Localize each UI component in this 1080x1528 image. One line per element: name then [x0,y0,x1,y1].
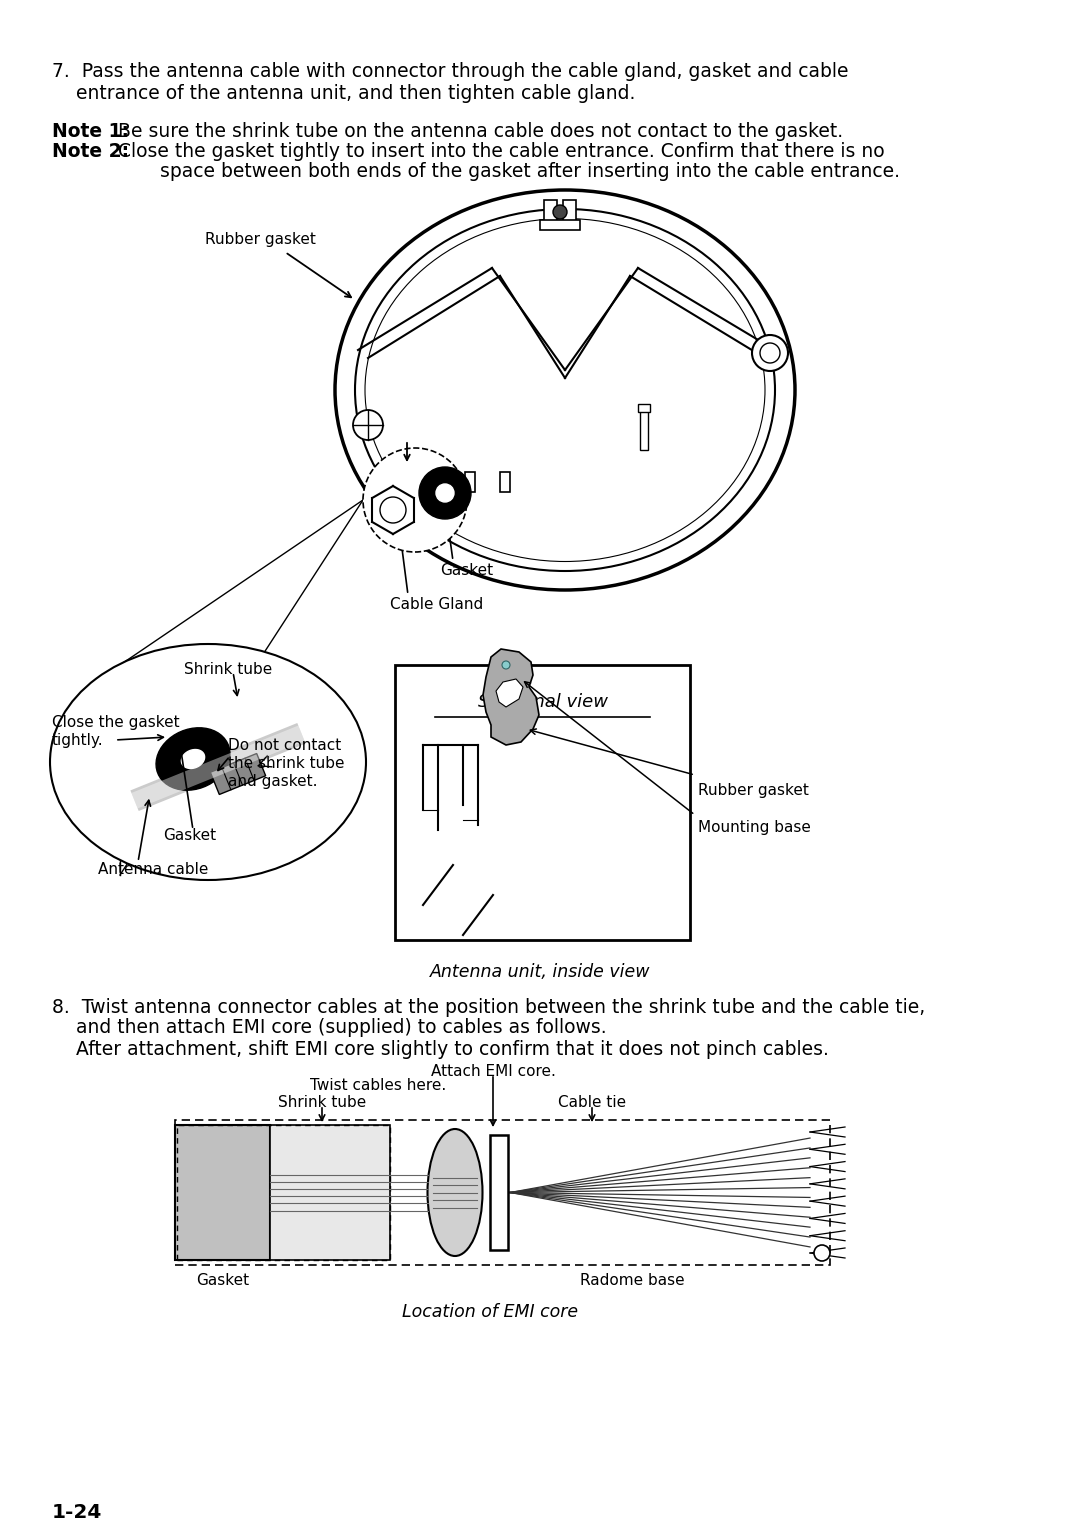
Text: Be sure the shrink tube on the antenna cable does not contact to the gasket.: Be sure the shrink tube on the antenna c… [112,122,843,141]
Bar [175,1125,270,1261]
Text: Twist cables here.: Twist cables here. [310,1077,446,1093]
Text: Cable Gland: Cable Gland [390,597,483,613]
Text: Note 1:: Note 1: [52,122,129,141]
Circle shape [380,497,406,523]
Text: the shrink tube: the shrink tube [228,756,345,772]
Circle shape [814,1245,831,1261]
Text: space between both ends of the gasket after inserting into the cable entrance.: space between both ends of the gasket af… [112,162,900,180]
Polygon shape [156,727,230,790]
Text: Radome base: Radome base [580,1273,685,1288]
Circle shape [553,205,567,219]
Text: entrance of the antenna unit, and then tighten cable gland.: entrance of the antenna unit, and then t… [52,84,635,102]
Ellipse shape [365,219,765,561]
Circle shape [752,335,788,371]
Polygon shape [483,649,539,746]
Bar [270,1125,390,1261]
Text: Gasket: Gasket [195,1273,249,1288]
Text: Shrink tube: Shrink tube [184,662,272,677]
Text: tightly.: tightly. [52,733,104,749]
Ellipse shape [355,209,775,571]
Text: Gasket: Gasket [163,828,216,843]
Bar [563,200,576,222]
Text: Antenna unit, inside view: Antenna unit, inside view [430,963,650,981]
Text: Location of EMI core: Location of EMI core [402,1303,578,1322]
Bar [640,410,648,451]
Text: and gasket.: and gasket. [228,775,318,788]
Bar [177,1125,390,1261]
Bar [395,665,690,940]
Text: Sectional view: Sectional view [477,694,607,711]
Bar [500,472,510,492]
Text: Close the gasket: Close the gasket [52,715,179,730]
Circle shape [502,662,510,669]
Bar [490,1135,508,1250]
Bar [175,1120,831,1265]
Text: 8.  Twist antenna connector cables at the position between the shrink tube and t: 8. Twist antenna connector cables at the… [52,998,926,1018]
Circle shape [363,448,467,552]
Text: Note 2:: Note 2: [52,142,130,160]
Circle shape [419,468,471,520]
Text: After attachment, shift EMI core slightly to confirm that it does not pinch cabl: After attachment, shift EMI core slightl… [52,1041,828,1059]
Bar [540,220,580,231]
Bar [544,200,557,222]
Circle shape [436,484,454,503]
Bar [465,472,475,492]
Text: 1-24: 1-24 [52,1504,103,1522]
Ellipse shape [428,1129,483,1256]
Text: Rubber gasket: Rubber gasket [205,232,315,248]
Bar [638,403,650,413]
Text: Mounting base: Mounting base [698,821,811,834]
Circle shape [760,342,780,364]
Text: Gasket: Gasket [440,562,494,578]
Ellipse shape [335,189,795,590]
Polygon shape [181,750,204,769]
Polygon shape [211,753,266,795]
Text: Cable tie: Cable tie [558,1096,626,1109]
Text: 7.  Pass the antenna cable with connector through the cable gland, gasket and ca: 7. Pass the antenna cable with connector… [52,63,849,81]
Text: Attach EMI core.: Attach EMI core. [431,1063,555,1079]
Text: Shrink tube: Shrink tube [278,1096,366,1109]
Polygon shape [496,678,523,707]
Text: Rubber gasket: Rubber gasket [698,782,809,798]
Text: Antenna cable: Antenna cable [98,862,208,877]
Ellipse shape [50,643,366,880]
Text: Close the gasket tightly to insert into the cable entrance. Confirm that there i: Close the gasket tightly to insert into … [112,142,885,160]
Text: and then attach EMI core (supplied) to cables as follows.: and then attach EMI core (supplied) to c… [52,1018,607,1038]
Text: Do not contact: Do not contact [228,738,341,753]
Circle shape [353,410,383,440]
